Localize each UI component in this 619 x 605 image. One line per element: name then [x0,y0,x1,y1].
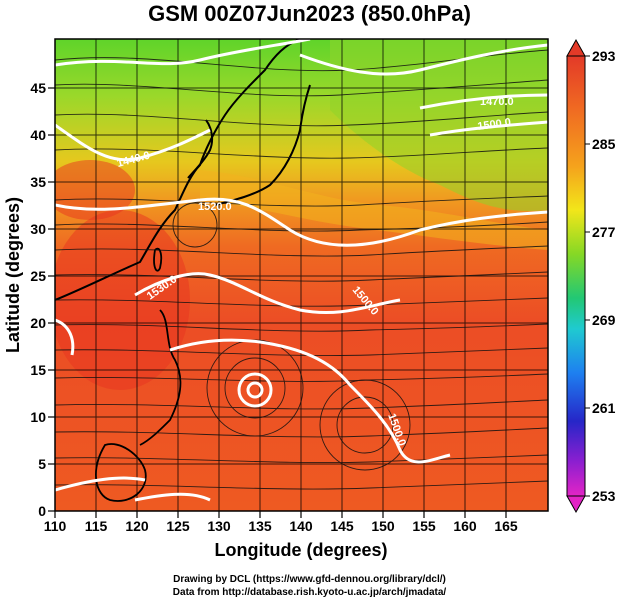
streamlines [55,49,548,490]
y-axis [48,87,55,512]
warm-patch [55,160,135,220]
x-tick-label: 130 [207,518,231,534]
y-axis-title: Latitude (degrees) [3,197,23,353]
colorbar-label: 261 [592,400,616,416]
credits: Drawing by DCL (https://www.gfd-dennou.o… [0,573,619,599]
colorbar-label: 293 [592,48,616,64]
colorbar [566,38,590,514]
x-tick-label: 110 [44,518,67,534]
y-tick-label: 20 [30,315,46,331]
colorbar-label: 277 [592,224,616,240]
x-tick-label: 150 [371,518,395,534]
y-tick-label: 10 [30,409,46,425]
map-title: GSM 00Z07Jun2023 (850.0hPa) [148,1,471,26]
x-tick-label: 120 [125,518,149,534]
y-tick-label: 35 [30,174,46,190]
yellow-band [200,170,548,250]
credit-line: Drawing by DCL (https://www.gfd-dennou.o… [173,574,446,585]
colorbar-label: 285 [592,136,616,152]
x-tick-label: 125 [166,518,190,534]
credit-line: Data from http://database.rish.kyoto-u.a… [172,587,447,598]
y-tick-label: 0 [38,503,46,519]
y-tick-label: 15 [30,362,46,378]
x-tick-label: 145 [330,518,354,534]
x-tick-label: 165 [494,518,518,534]
coastline-philippines [139,309,182,446]
colorbar-label: 269 [592,312,616,328]
contour-label: 1500.0 [477,116,512,133]
x-tick-label: 155 [412,518,436,534]
colorbar-gradient [566,55,586,497]
cool-airmass [330,39,548,211]
colorbar-bottom-arrow [566,495,586,514]
x-tick-label: 115 [85,518,108,534]
y-tick-label: 5 [38,456,46,472]
geopotential-contours [55,39,548,502]
y-tick-label: 40 [30,127,46,143]
x-tick-label: 135 [248,518,272,534]
contour-label: 1470.0 [480,96,514,108]
x-axis [54,511,507,518]
coastline-korea [187,119,214,179]
coastline-japan [214,84,311,206]
colorbar-top-arrow [566,38,586,57]
y-tick-label: 45 [30,80,46,96]
warm-patch [55,210,190,390]
x-tick-label: 140 [289,518,313,534]
x-axis-title: Longitude (degrees) [214,540,387,560]
y-tick-label: 30 [30,221,46,237]
contour-label: 1520.0 [198,201,232,213]
y-tick-label: 25 [30,268,46,284]
x-tick-label: 160 [453,518,477,534]
colorbar-label: 253 [592,488,616,504]
coastline-taiwan [153,247,163,272]
